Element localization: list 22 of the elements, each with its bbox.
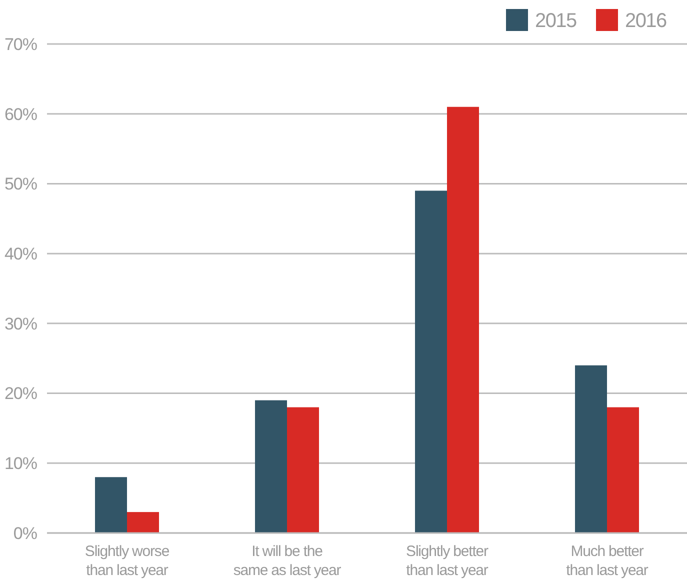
y-tick-label: 70% [4, 34, 38, 54]
y-tick-label: 60% [4, 104, 38, 124]
bar [415, 190, 447, 533]
bar [287, 407, 319, 533]
x-tick-label: Slightly better than last year [406, 543, 489, 579]
x-tick-label: Slightly worse than last year [84, 543, 170, 579]
y-tick-label: 30% [4, 314, 38, 334]
y-tick-label: 50% [4, 174, 38, 194]
bar [95, 477, 127, 533]
x-tick-label: Much better than last year [566, 543, 648, 579]
y-tick-label: 40% [4, 244, 38, 264]
y-tick-label: 10% [4, 454, 38, 474]
bar [255, 400, 287, 533]
legend-label: 2016 [625, 10, 667, 32]
x-tick-label: It will be the same as last year [233, 543, 342, 579]
y-tick-label: 0% [13, 524, 38, 543]
bar [447, 106, 479, 533]
bar [607, 407, 639, 533]
bar [127, 512, 159, 533]
y-tick-label: 20% [4, 384, 38, 404]
bar [575, 365, 607, 533]
legend-label: 2015 [535, 10, 577, 32]
